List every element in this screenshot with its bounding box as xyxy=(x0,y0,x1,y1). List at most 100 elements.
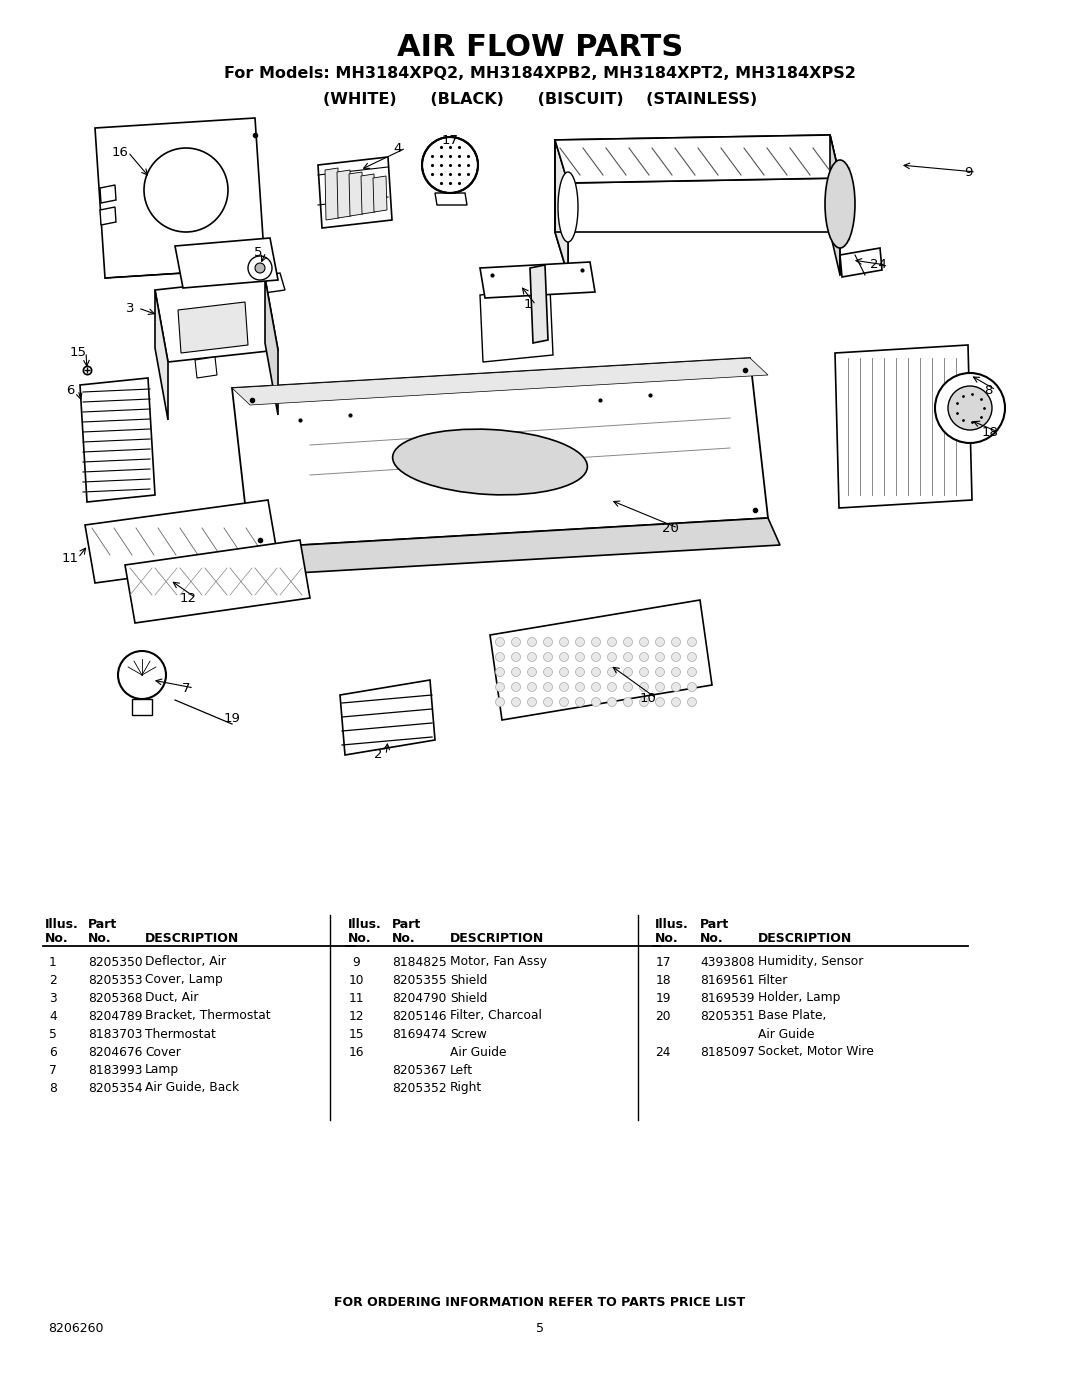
Text: Illus.: Illus. xyxy=(348,918,381,930)
Text: 4: 4 xyxy=(394,141,402,155)
Text: 8204790: 8204790 xyxy=(392,992,446,1004)
Text: 16: 16 xyxy=(111,145,129,158)
Circle shape xyxy=(559,683,568,692)
Circle shape xyxy=(496,697,504,707)
Polygon shape xyxy=(555,140,568,275)
Text: 2: 2 xyxy=(374,749,382,761)
Text: 6: 6 xyxy=(49,1045,57,1059)
Circle shape xyxy=(672,668,680,676)
Polygon shape xyxy=(156,278,278,362)
Circle shape xyxy=(656,668,664,676)
Text: 8185097: 8185097 xyxy=(700,1045,755,1059)
Text: FOR ORDERING INFORMATION REFER TO PARTS PRICE LIST: FOR ORDERING INFORMATION REFER TO PARTS … xyxy=(335,1295,745,1309)
Text: Shield: Shield xyxy=(450,974,487,986)
Text: 24: 24 xyxy=(869,258,887,271)
Polygon shape xyxy=(100,207,116,225)
Polygon shape xyxy=(831,136,840,275)
Circle shape xyxy=(639,652,648,662)
Circle shape xyxy=(656,637,664,647)
Text: 8: 8 xyxy=(49,1081,57,1094)
Polygon shape xyxy=(85,500,278,583)
Polygon shape xyxy=(337,170,351,218)
Text: Cover, Lamp: Cover, Lamp xyxy=(145,974,222,986)
Circle shape xyxy=(559,652,568,662)
Text: Air Guide, Back: Air Guide, Back xyxy=(145,1081,239,1094)
Text: 11: 11 xyxy=(348,992,364,1004)
Text: Holder, Lamp: Holder, Lamp xyxy=(758,992,840,1004)
Circle shape xyxy=(543,668,553,676)
Circle shape xyxy=(672,637,680,647)
Text: Thermostat: Thermostat xyxy=(145,1028,216,1041)
Text: Bracket, Thermostat: Bracket, Thermostat xyxy=(145,1010,271,1023)
Circle shape xyxy=(512,668,521,676)
Polygon shape xyxy=(555,136,840,275)
Polygon shape xyxy=(80,379,156,502)
Polygon shape xyxy=(555,136,840,183)
Text: 18: 18 xyxy=(656,974,671,986)
Circle shape xyxy=(623,683,633,692)
Circle shape xyxy=(623,652,633,662)
Text: 8183993: 8183993 xyxy=(87,1063,143,1077)
Text: 12: 12 xyxy=(179,591,197,605)
Text: 8: 8 xyxy=(984,384,993,397)
Polygon shape xyxy=(490,599,712,719)
Text: Socket, Motor Wire: Socket, Motor Wire xyxy=(758,1045,874,1059)
Text: 1: 1 xyxy=(49,956,57,968)
Polygon shape xyxy=(175,237,278,288)
Text: 5: 5 xyxy=(536,1322,544,1334)
Circle shape xyxy=(592,683,600,692)
Polygon shape xyxy=(480,288,553,362)
Text: For Models: MH3184XPQ2, MH3184XPB2, MH3184XPT2, MH3184XPS2: For Models: MH3184XPQ2, MH3184XPB2, MH31… xyxy=(224,67,856,81)
Text: Deflector, Air: Deflector, Air xyxy=(145,956,226,968)
Polygon shape xyxy=(245,272,285,295)
Circle shape xyxy=(512,683,521,692)
Text: 8205368: 8205368 xyxy=(87,992,143,1004)
Text: 8169539: 8169539 xyxy=(700,992,755,1004)
Text: 6: 6 xyxy=(66,384,75,397)
Circle shape xyxy=(607,697,617,707)
Text: 12: 12 xyxy=(348,1010,364,1023)
Text: Filter: Filter xyxy=(758,974,788,986)
Polygon shape xyxy=(265,278,278,415)
Text: 17: 17 xyxy=(442,134,459,147)
Text: Motor, Fan Assy: Motor, Fan Assy xyxy=(450,956,546,968)
Circle shape xyxy=(422,137,478,193)
Circle shape xyxy=(576,697,584,707)
Text: 8184825: 8184825 xyxy=(392,956,447,968)
Polygon shape xyxy=(249,518,780,576)
Polygon shape xyxy=(156,291,168,420)
Circle shape xyxy=(688,683,697,692)
Circle shape xyxy=(607,637,617,647)
Text: 20: 20 xyxy=(656,1010,671,1023)
Circle shape xyxy=(543,697,553,707)
Text: 10: 10 xyxy=(639,692,657,704)
Polygon shape xyxy=(361,175,375,214)
Text: 19: 19 xyxy=(656,992,671,1004)
Text: Screw: Screw xyxy=(450,1028,487,1041)
Circle shape xyxy=(512,697,521,707)
Text: 9: 9 xyxy=(963,165,972,179)
Text: 8206260: 8206260 xyxy=(48,1322,104,1334)
Circle shape xyxy=(592,697,600,707)
Text: 8205352: 8205352 xyxy=(392,1081,447,1094)
Text: 4393808: 4393808 xyxy=(700,956,755,968)
Text: 4: 4 xyxy=(49,1010,57,1023)
Text: 17: 17 xyxy=(656,956,671,968)
Polygon shape xyxy=(100,184,116,203)
Circle shape xyxy=(656,652,664,662)
Text: 1: 1 xyxy=(524,299,532,312)
Text: 8205350: 8205350 xyxy=(87,956,143,968)
Text: Part: Part xyxy=(700,918,729,930)
Text: (WHITE)      (BLACK)      (BISCUIT)    (STAINLESS): (WHITE) (BLACK) (BISCUIT) (STAINLESS) xyxy=(323,91,757,106)
Circle shape xyxy=(576,668,584,676)
Text: 8205351: 8205351 xyxy=(700,1010,755,1023)
Text: 8205354: 8205354 xyxy=(87,1081,143,1094)
Text: Shield: Shield xyxy=(450,992,487,1004)
Circle shape xyxy=(118,651,166,698)
Circle shape xyxy=(559,697,568,707)
Text: 8183703: 8183703 xyxy=(87,1028,143,1041)
Text: Filter, Charcoal: Filter, Charcoal xyxy=(450,1010,542,1023)
Polygon shape xyxy=(835,345,972,509)
Polygon shape xyxy=(840,249,882,277)
Circle shape xyxy=(543,652,553,662)
